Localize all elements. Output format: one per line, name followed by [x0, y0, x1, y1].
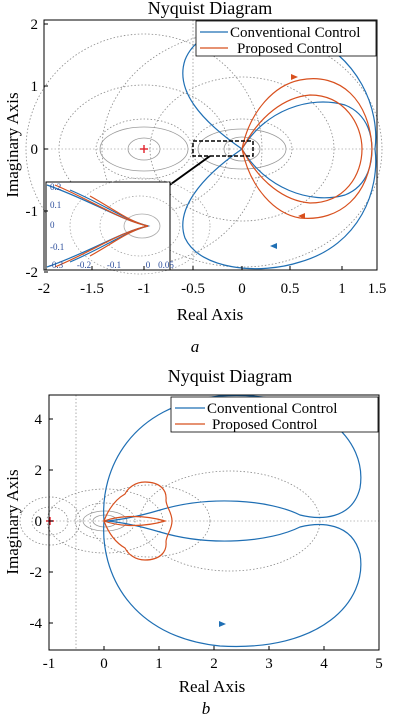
chart-a-series-conventional-inner [241, 101, 373, 199]
chart-a-zoom-box [192, 140, 254, 157]
chart-a-inset-xtick-label: -0.2 [77, 260, 91, 270]
chart-a-inset-ytick-label: 0 [50, 220, 55, 230]
chart-a-inset-xtick-label: 0 [146, 260, 151, 270]
chart-a-inset: 0.2 0.1 0 -0.1 -0.3 -0.2 -0.1 0 0.05 [45, 177, 211, 275]
chart-a-inset-xtick-label: -0.3 [49, 260, 64, 270]
chart-b-xtick-label: 0 [100, 656, 108, 672]
chart-a-xlabel: Real Axis [177, 305, 244, 324]
chart-a-ytick-label: -2 [26, 265, 39, 281]
chart-a-ytick-label: 0 [31, 142, 39, 158]
chart-a-arrow-blue [270, 243, 277, 249]
chart-b-ylabel: Imaginary Axis [3, 469, 22, 574]
chart-b-series-proposed-inner [102, 515, 168, 527]
chart-a-xtick-label: 0.5 [281, 281, 300, 297]
chart-a-inset-ytick-label: 0.1 [50, 200, 61, 210]
chart-a-critical-point [140, 145, 148, 153]
chart-a-series-proposed-inner [241, 94, 363, 204]
chart-a-arrow-orange-top [291, 74, 298, 80]
chart-a-xtick-label: -1.5 [80, 281, 104, 297]
chart-a-xtick-label: 1.5 [368, 281, 387, 297]
chart-b-grid [19, 470, 321, 572]
chart-a-inset-xtick-label: 0.05 [158, 260, 174, 270]
chart-a-ytick-label: 2 [31, 17, 39, 33]
chart-b-xlabel: Real Axis [179, 677, 246, 696]
chart-b-ytick-label: 2 [35, 463, 43, 479]
figure-b-subtitle: b [202, 699, 211, 716]
chart-a-title: Nyquist Diagram [148, 0, 272, 18]
chart-b-legend-label-conventional: Conventional Control [207, 401, 337, 417]
chart-a-inset-ytick-label: -0.1 [50, 242, 64, 252]
chart-a-ylabel: Imaginary Axis [3, 92, 22, 197]
chart-b-xtick-label: 1 [155, 656, 163, 672]
chart-b-xtick-label: 4 [320, 656, 328, 672]
figure-a: Nyquist Diagram [3, 0, 386, 356]
chart-b-legend-label-proposed: Proposed Control [212, 417, 317, 433]
chart-a-arrow-orange-bottom [298, 213, 305, 219]
chart-a-legend: Conventional Control Proposed Control [195, 20, 377, 57]
chart-a-series-proposed [241, 78, 373, 219]
chart-a-ytick-label: 1 [31, 79, 39, 95]
chart-a-xtick-label: 1 [338, 281, 346, 297]
chart-a-axes-box [43, 19, 378, 271]
chart-a-legend-label-conventional: Conventional Control [230, 25, 360, 41]
chart-a-xtick-label: 0 [238, 281, 246, 297]
chart-a-inset-xtick-label: -0.1 [107, 260, 121, 270]
chart-b-xtick-label: 2 [210, 656, 218, 672]
chart-a-xtick-label: -2 [38, 281, 51, 297]
chart-b-title: Nyquist Diagram [168, 366, 292, 386]
chart-b-axes-box [48, 394, 380, 651]
chart-b-arrow-blue [219, 621, 226, 627]
chart-a-legend-label-proposed: Proposed Control [237, 41, 342, 57]
chart-b-ytick-label: 0 [35, 514, 43, 530]
chart-b-legend: Conventional Control Proposed Control [170, 396, 379, 433]
chart-a-series-conventional [182, 24, 377, 270]
chart-b-ytick-label: -2 [30, 565, 43, 581]
chart-b-xtick-label: 3 [265, 656, 273, 672]
chart-a-xtick-label: -0.5 [181, 281, 205, 297]
chart-a-inset-ytick-label: 0.2 [50, 182, 61, 192]
chart-b-xtick-label: 5 [375, 656, 383, 672]
chart-b-ytick-label: -4 [30, 616, 43, 632]
chart-b-xtick-label: -1 [43, 656, 56, 672]
chart-b-ytick-label: 4 [35, 412, 43, 428]
chart-a-xtick-label: -1 [138, 281, 151, 297]
figure-a-subtitle: a [191, 337, 200, 356]
chart-a-ytick-label: -1 [26, 204, 39, 220]
figure-b: Nyquist Diagram Conventi [3, 366, 383, 716]
chart-b-series-proposed [103, 481, 173, 561]
